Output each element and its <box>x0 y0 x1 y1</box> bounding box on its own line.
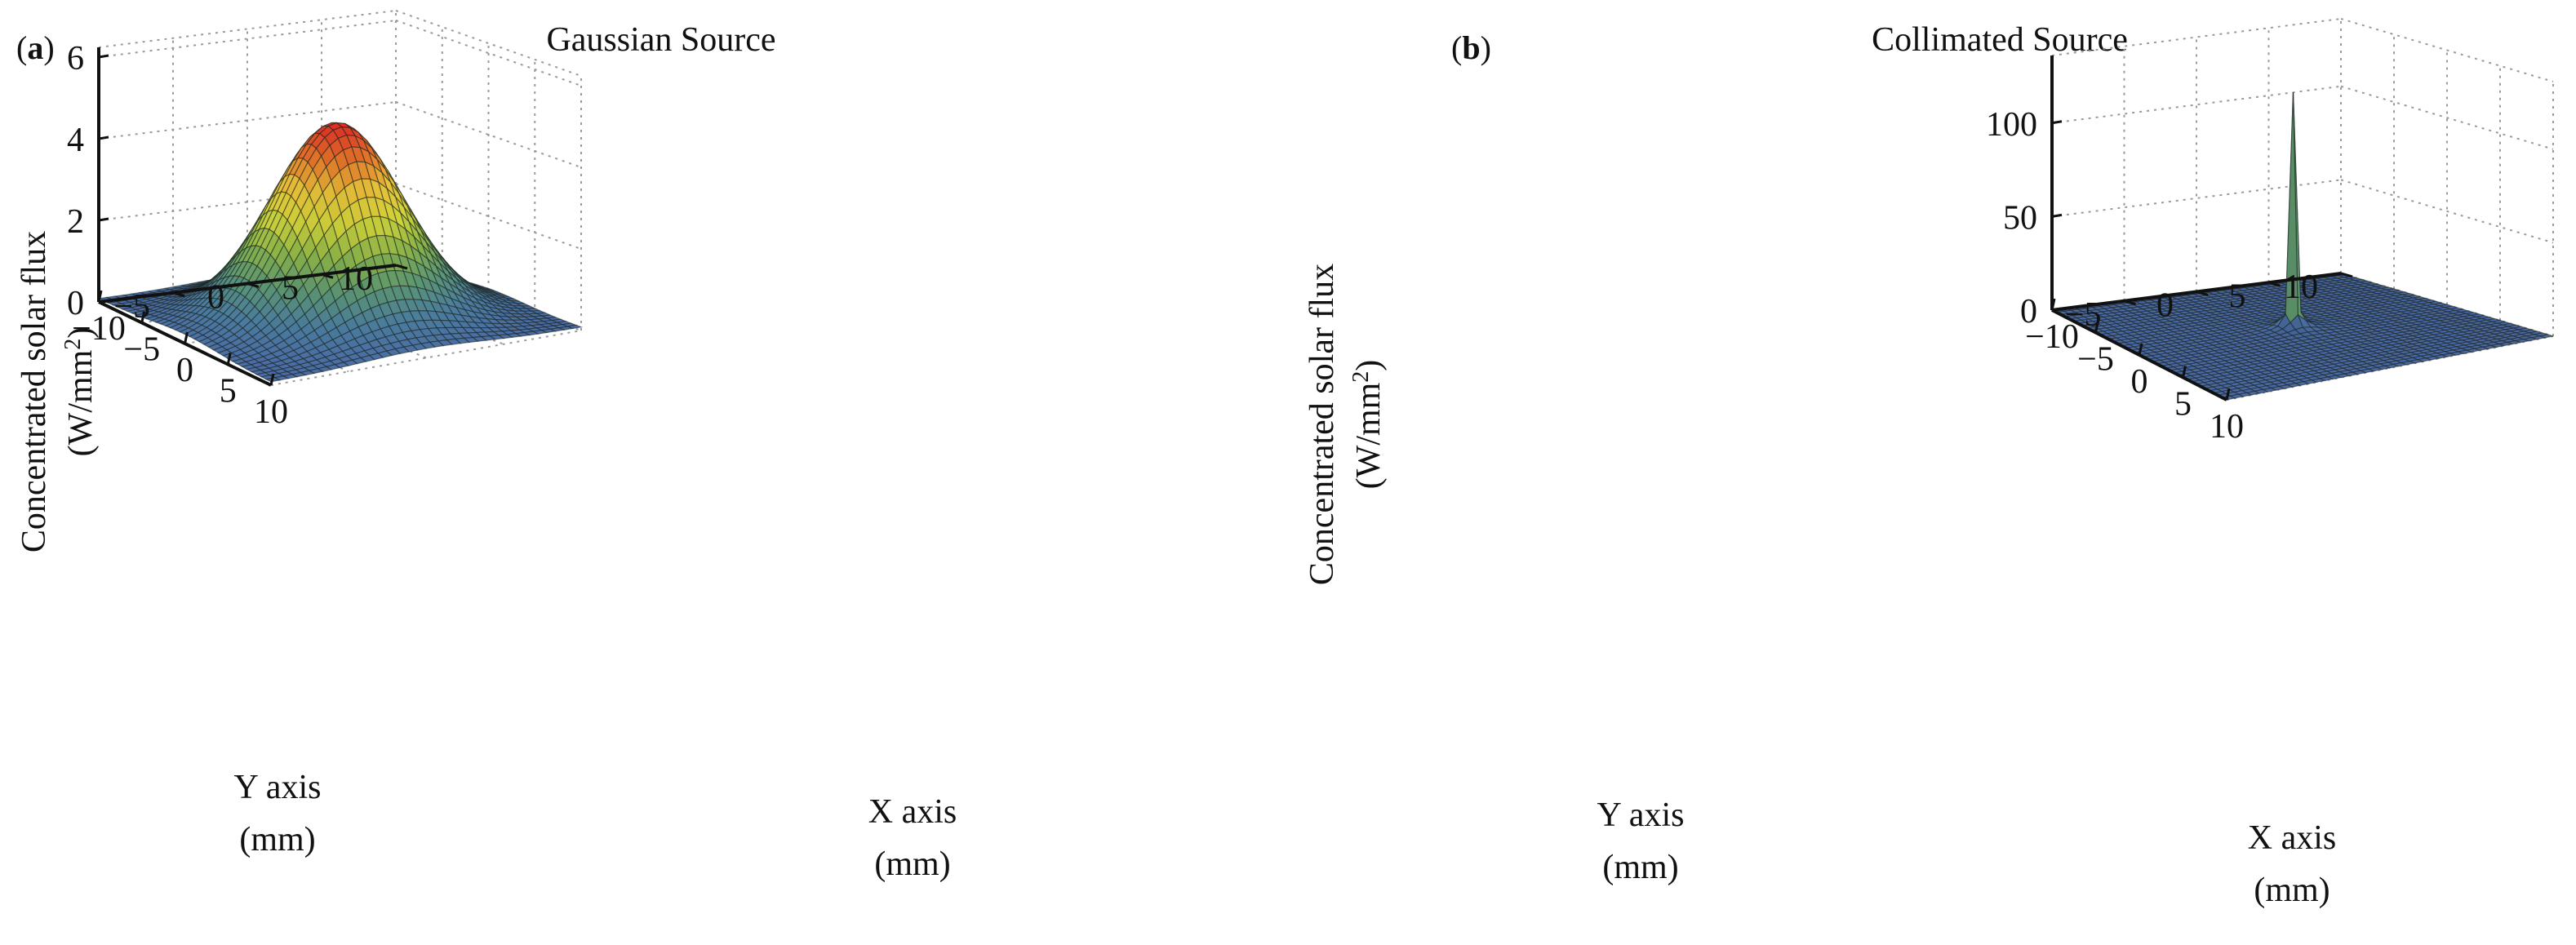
grid-line <box>2051 18 2342 56</box>
panel-label: (b) <box>1451 29 1491 66</box>
z-tick-label: 0 <box>67 285 84 322</box>
x-tick <box>2138 343 2143 356</box>
y-tick-label: 10 <box>339 260 373 298</box>
grid-line <box>395 183 582 250</box>
panel-b-collimated-source: (b) Collimated Source 0 50 100 −10 −5 0 5 10 10 5… <box>1288 0 2576 945</box>
y-tick <box>2124 299 2136 306</box>
y-tick <box>2196 291 2209 296</box>
x-axis-unit: (mm) <box>2254 872 2330 909</box>
panel-a-gaussian-source: (a) Gaussian Source 0 2 4 6 −10 −5 0 5 10 10 5 0 −5 … <box>16 10 957 883</box>
x-tick <box>2225 388 2231 401</box>
x-axis-label: X axis <box>2248 819 2337 857</box>
grid-line <box>395 20 582 87</box>
z-tick <box>2051 120 2063 125</box>
grid-line <box>2340 179 2554 244</box>
x-axis-unit: (mm) <box>874 845 950 883</box>
y-axis-label: Y axis <box>1597 796 1685 834</box>
z-tick-label: 4 <box>67 122 84 159</box>
x-axis-label: X axis <box>868 793 957 831</box>
x-tick <box>140 311 146 323</box>
z-tick-label: 6 <box>67 40 84 78</box>
x-tick-label: −10 <box>72 310 126 348</box>
x-tick <box>2050 298 2056 311</box>
z-tick <box>98 54 109 59</box>
y-axis-unit: (mm) <box>1602 849 1678 886</box>
gaussian-surface-plot: (a) Gaussian Source 0246−10−505101050−5 … <box>16 10 957 883</box>
y-tick-label: 10 <box>2284 268 2318 306</box>
grid-line <box>270 330 582 386</box>
x-tick-label: −5 <box>2077 341 2114 379</box>
chart-title: Collimated Source <box>1872 21 2128 59</box>
z-tick <box>98 299 109 304</box>
y-tick <box>2340 272 2353 278</box>
x-tick <box>2182 366 2187 378</box>
y-tick <box>395 264 408 270</box>
y-tick-label: 0 <box>207 279 224 317</box>
z-axis-label: Concentrated solar flux <box>1304 264 1341 585</box>
x-tick-label: 10 <box>2210 408 2244 446</box>
z-axis-label: Concentrated solar flux <box>16 231 53 552</box>
x-tick-label: 0 <box>2131 363 2148 401</box>
x-tick-label: 0 <box>176 352 193 389</box>
panel-letter: a <box>27 29 43 66</box>
z-tick-label: 2 <box>67 203 84 241</box>
grid-line <box>2340 18 2554 82</box>
z-axis-unit: (W/mm2) <box>1348 360 1388 490</box>
panel-letter: b <box>1462 29 1480 66</box>
z-tick-label: 50 <box>2003 199 2037 237</box>
chart-title: Gaussian Source <box>546 21 775 59</box>
surface-mesh <box>96 122 584 383</box>
z-tick <box>2051 213 2063 218</box>
collimated-surface-plot: (b) Collimated Source 050100−10−50510105… <box>1304 18 2554 909</box>
y-tick-label: 5 <box>2229 277 2246 315</box>
x-tick-label: −10 <box>2025 318 2079 356</box>
x-tick-label: 5 <box>2174 386 2192 424</box>
grid-line <box>98 10 397 48</box>
z-tick <box>98 217 109 222</box>
x-tick-label: −5 <box>123 331 160 369</box>
panel-label: (a) <box>16 29 55 66</box>
y-tick-label: 0 <box>2156 287 2174 325</box>
grid-line <box>395 10 582 77</box>
x-tick-label: 5 <box>220 373 237 410</box>
x-tick-label: 10 <box>254 393 288 431</box>
grid-line <box>2340 85 2554 150</box>
z-tick <box>2051 307 2063 312</box>
x-tick <box>97 290 103 303</box>
y-tick <box>321 273 334 279</box>
x-tick <box>226 353 232 365</box>
x-tick <box>184 331 189 344</box>
y-tick-label: 5 <box>282 269 299 307</box>
y-tick-label: −5 <box>113 288 150 326</box>
z-tick <box>98 135 109 140</box>
y-tick <box>2268 281 2281 287</box>
y-axis-unit: (mm) <box>239 821 315 858</box>
x-tick <box>2094 321 2099 333</box>
x-tick <box>269 373 275 386</box>
grid-line <box>395 101 582 168</box>
z-tick-label: 0 <box>2020 293 2037 331</box>
z-axis-unit: (W/mm2) <box>60 327 100 457</box>
z-tick-label: 100 <box>1986 106 2037 144</box>
y-axis-label: Y axis <box>234 769 322 806</box>
y-tick <box>172 291 185 298</box>
surface-mesh <box>2050 92 2554 401</box>
y-tick-label: −5 <box>2065 296 2102 334</box>
y-tick <box>246 282 260 288</box>
